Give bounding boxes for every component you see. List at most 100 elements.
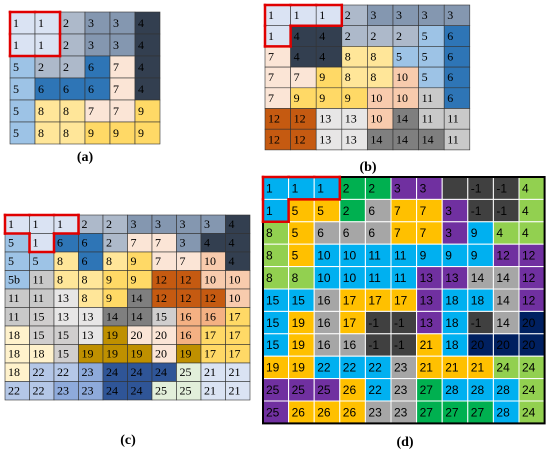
cell-label: 25 — [292, 383, 306, 397]
cell-label: 3 — [420, 181, 427, 195]
cell-label: 26 — [343, 383, 357, 397]
cell-label: 17 — [204, 347, 216, 361]
cell-label: 1 — [57, 217, 63, 231]
cell-label: 11 — [33, 273, 45, 287]
cell-label: 24 — [155, 365, 167, 379]
cell-label: 14 — [471, 271, 485, 285]
cell-label: 3 — [180, 217, 186, 231]
cell-label: 9 — [319, 70, 325, 84]
cell-label: 16 — [317, 316, 331, 330]
cell — [441, 176, 469, 200]
cell-label: 9 — [106, 291, 112, 305]
cell-label: 12 — [268, 132, 280, 146]
grid: 1 1 2 3 3 4 1 1 2 3 3 4 5 2 2 6 7 4 5 6 6 6 7 4 5 8 8 7 7 9 5 8 8 9 9 9 (a) — [8, 10, 161, 165]
cell-label: 17 — [343, 316, 357, 330]
cell-label: 21 — [204, 384, 216, 398]
cell-label: 4 — [522, 181, 529, 195]
cell-label: 3 — [445, 204, 452, 218]
cell-label: 3 — [88, 16, 94, 30]
cell-label: 19 — [180, 347, 192, 361]
cell-label: -1 — [496, 204, 507, 218]
cell-label: 5 — [396, 50, 402, 64]
cell-label: 22 — [368, 383, 382, 397]
cell-label: 22 — [8, 384, 20, 398]
cell-label: 1 — [33, 217, 39, 231]
cell-label: 7 — [268, 50, 274, 64]
cell-label: 3 — [88, 38, 94, 52]
cell-label: 5 — [422, 70, 428, 84]
cell-label: 25 — [180, 384, 192, 398]
cell-label: 1 — [13, 38, 19, 52]
cell-label: 5 — [13, 82, 19, 96]
cell-label: 3 — [445, 226, 452, 240]
cell-label: 3 — [131, 217, 137, 231]
cell-label: 9 — [131, 254, 137, 268]
cell-label: 19 — [266, 361, 280, 375]
cell-label: 4 — [229, 254, 235, 268]
cell-label: 8 — [266, 249, 273, 263]
cell-label: 6 — [38, 82, 44, 96]
cell-label: 7 — [113, 104, 119, 118]
cell — [134, 121, 161, 145]
cell-label: 10 — [229, 273, 241, 287]
cell-label: 14 — [106, 310, 118, 324]
cell-label: 7 — [394, 226, 401, 240]
cell-label: 17 — [394, 293, 408, 307]
cell-label: 11 — [8, 291, 20, 305]
cell-label: 25 — [266, 383, 280, 397]
cell-label: 6 — [447, 29, 453, 43]
cell-label: 23 — [394, 383, 408, 397]
cell-label: 25 — [180, 365, 192, 379]
cell-label: 1 — [266, 181, 273, 195]
cell-label: 7 — [113, 82, 119, 96]
cell-label: 11 — [8, 310, 20, 324]
cell-label: 14 — [396, 112, 408, 126]
cell-label: 5 — [422, 50, 428, 64]
cell-label: 25 — [317, 383, 331, 397]
cell-label: 18 — [33, 347, 45, 361]
cell-label: 6 — [57, 236, 63, 250]
cell-label: 12 — [294, 112, 306, 126]
cell-label: 6 — [368, 226, 375, 240]
cell-label: 7 — [113, 60, 119, 74]
cell-label: -1 — [368, 316, 379, 330]
panel-label: (d) — [396, 435, 413, 450]
cell-label: 4 — [138, 38, 144, 52]
cell-label: 2 — [106, 236, 112, 250]
cell-label: 2 — [63, 60, 69, 74]
cell-label: 26 — [292, 405, 306, 419]
cell-label: 15 — [292, 293, 306, 307]
cell-label: 25 — [266, 405, 280, 419]
cell-label: 5b — [8, 273, 20, 287]
cell-label: 13 — [420, 271, 434, 285]
cell-label: 11 — [394, 249, 407, 263]
cell-label: 2 — [63, 16, 69, 30]
cell-label: 3 — [180, 236, 186, 250]
cell-label: 20 — [131, 328, 143, 342]
cell-label: 11 — [422, 112, 434, 126]
cell-label: 14 — [422, 132, 434, 146]
cell-label: 16 — [317, 293, 331, 307]
cell-label: 24 — [131, 384, 143, 398]
cell-label: 8 — [266, 226, 273, 240]
cell-label: -1 — [471, 181, 482, 195]
cell-label: 12 — [155, 273, 167, 287]
cell-label: 13 — [445, 271, 459, 285]
cell-label: 23 — [394, 405, 408, 419]
cell-label: 10 — [370, 112, 382, 126]
cell-label: 8 — [266, 271, 273, 285]
cell-label: 17 — [229, 310, 241, 324]
cell-label: 23 — [394, 361, 408, 375]
cell-label: 15 — [266, 338, 280, 352]
cell-label: 22 — [368, 361, 382, 375]
cell-label: 18 — [8, 347, 20, 361]
cell-label: 12 — [294, 132, 306, 146]
cell-label: 9 — [113, 126, 119, 140]
cell-label: 9 — [345, 91, 351, 105]
cell-label: 10 — [370, 91, 382, 105]
cell-label: 14 — [496, 316, 510, 330]
cell-label: 10 — [343, 271, 357, 285]
cell-label: 19 — [106, 328, 118, 342]
cell-label: 23 — [57, 384, 69, 398]
cell-label: 9 — [471, 249, 478, 263]
